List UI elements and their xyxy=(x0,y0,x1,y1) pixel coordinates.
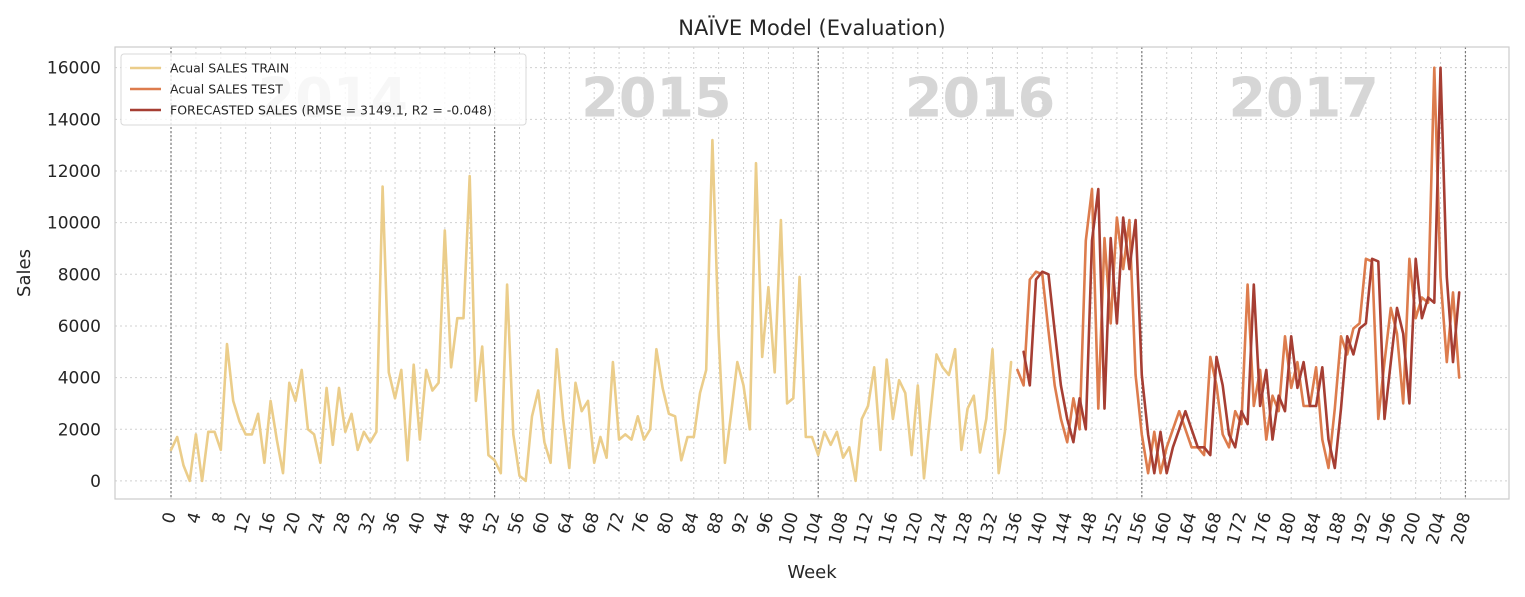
x-tick-label: 0 xyxy=(159,510,181,526)
series-line xyxy=(169,138,1013,483)
y-tick-label: 16000 xyxy=(47,59,101,79)
year-label: 2016 xyxy=(905,67,1055,130)
series-lines xyxy=(169,66,1461,483)
y-tick-label: 0 xyxy=(90,472,101,492)
series-line xyxy=(1016,66,1461,475)
y-tick-labels: 0 2000 4000 6000 8000 10000 12000 14000 16000 xyxy=(47,59,101,492)
y-tick-label: 6000 xyxy=(58,317,101,337)
year-label: 2017 xyxy=(1228,67,1378,130)
year-label: 2015 xyxy=(581,67,731,130)
legend-label: Acual SALES TRAIN xyxy=(170,61,289,76)
y-tick-label: 4000 xyxy=(58,369,101,389)
series-line xyxy=(1022,66,1461,475)
x-tick-label: 8 xyxy=(209,510,231,526)
y-tick-label: 12000 xyxy=(47,162,101,182)
y-tick-label: 8000 xyxy=(58,265,101,285)
y-tick-label: 10000 xyxy=(47,214,101,234)
x-axis-title: Week xyxy=(787,562,837,583)
y-tick-label: 14000 xyxy=(47,110,101,130)
legend-label: Acual SALES TEST xyxy=(170,82,283,97)
legend-label: FORECASTED SALES (RMSE = 3149.1, R2 = -0… xyxy=(170,103,492,118)
legend-box xyxy=(120,53,527,126)
legend: Acual SALES TRAIN Acual SALES TEST FORECAS… xyxy=(120,53,527,126)
y-tick-label: 2000 xyxy=(58,420,101,440)
chart-title: NAÏVE Model (Evaluation) xyxy=(678,15,946,40)
plot-frame xyxy=(114,46,1510,500)
x-tick-label: 4 xyxy=(184,510,206,526)
y-axis-title: Sales xyxy=(14,249,35,297)
